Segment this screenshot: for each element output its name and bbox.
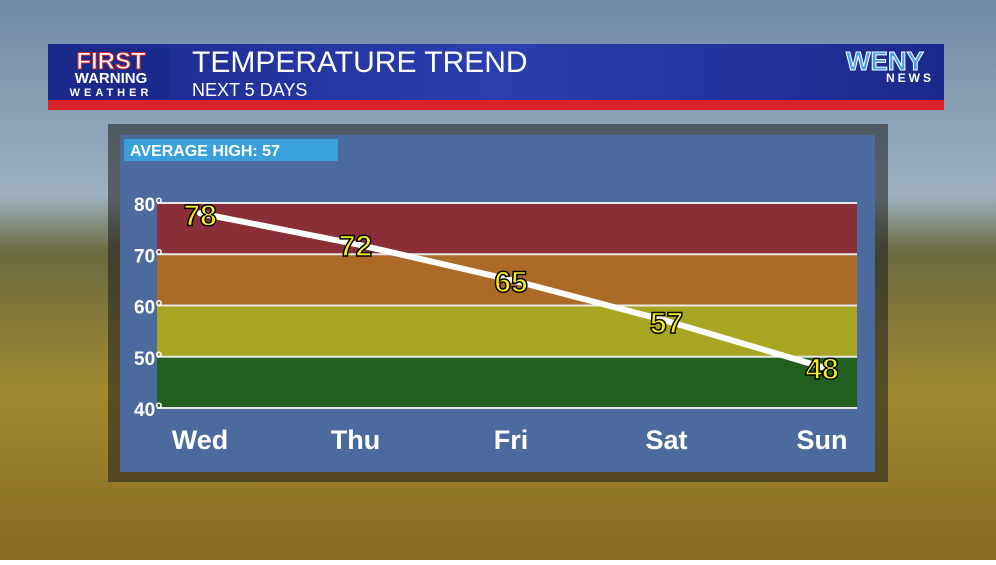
header-stripe	[48, 100, 944, 110]
annotation-box	[124, 139, 338, 161]
y-tick-label: 50°	[134, 349, 163, 370]
x-tick-label: Sun	[797, 425, 848, 455]
point	[663, 317, 670, 324]
plot: 40° 50° 60° 70° 80° 78 72 65 57 48 Wed Thu Fri Sat Sun	[134, 195, 857, 455]
value-label: 72	[339, 230, 372, 263]
y-tick-label: 40°	[134, 400, 163, 421]
annotation: AVERAGE HIGH: 57	[130, 143, 280, 160]
point	[508, 276, 514, 283]
x-tick-label: Thu	[331, 425, 380, 455]
value-label: 48	[805, 353, 838, 386]
point	[352, 241, 359, 247]
logo-text: NEWS	[886, 71, 934, 85]
title: TEMPERATURE TREND	[192, 46, 528, 79]
logo-text: WENY	[846, 46, 924, 76]
band	[157, 305, 857, 357]
x-tick-label: Sat	[645, 425, 687, 455]
header-bar	[48, 44, 944, 102]
y-tick-label: 80°	[134, 195, 163, 216]
x-tick-label: Wed	[172, 425, 229, 455]
band	[157, 356, 857, 408]
point	[197, 210, 203, 217]
x-tick-label: Fri	[494, 425, 529, 455]
value-label: 78	[183, 199, 216, 232]
point	[819, 364, 825, 370]
value-label: 65	[494, 266, 527, 299]
logo-text: WEATHER	[70, 87, 153, 99]
value-label: 57	[650, 307, 683, 340]
logo-text: FIRST	[76, 48, 146, 75]
logo-text: WARNING	[75, 70, 148, 87]
y-tick-label: 70°	[134, 246, 163, 267]
subtitle: NEXT 5 DAYS	[192, 80, 307, 100]
logo-left	[52, 48, 170, 98]
y-tick-label: 60°	[134, 298, 163, 319]
band	[157, 203, 857, 255]
